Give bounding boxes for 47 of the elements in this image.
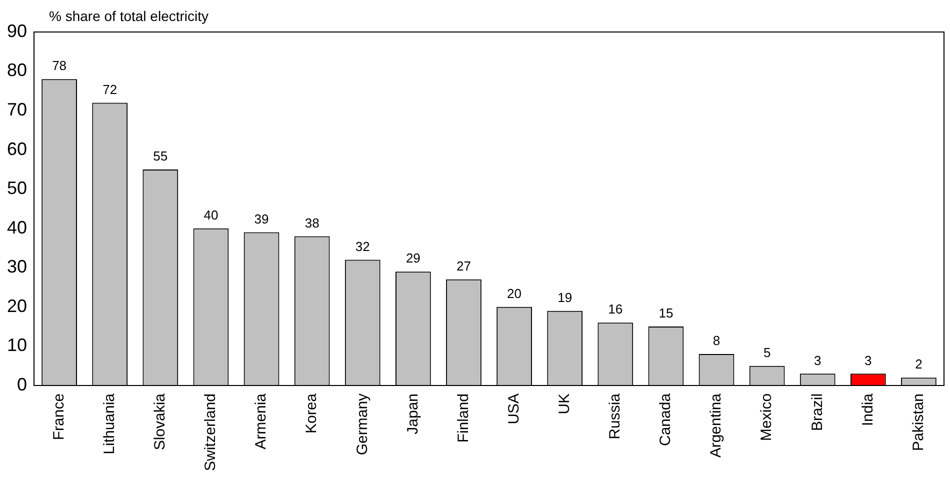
- data-label: 3: [864, 352, 872, 368]
- y-tick-label: 20: [6, 296, 28, 316]
- data-label: 8: [712, 333, 720, 348]
- x-tick-label: USA: [505, 393, 522, 424]
- x-tick-label: Armenia: [252, 392, 270, 450]
- x-tick-label: Korea: [303, 392, 320, 434]
- data-label: 2: [915, 356, 922, 372]
- data-label: 78: [52, 58, 67, 74]
- y-tick-label: 90: [6, 20, 28, 41]
- y-tick-label: 50: [6, 178, 28, 198]
- y-tick-label: 30: [6, 256, 28, 277]
- y-axis-title: % share of total electricity: [49, 8, 209, 24]
- x-tick-label: Slovakia: [152, 392, 169, 450]
- x-tick-label: Canada: [657, 392, 674, 446]
- x-tick-label: Finland: [454, 393, 472, 443]
- x-tick-label: UK: [556, 393, 573, 414]
- data-label: 19: [558, 290, 572, 305]
- y-tick-label: 40: [6, 217, 28, 238]
- y-tick-label: 60: [6, 138, 28, 159]
- x-tick-label: Pakistan: [910, 393, 927, 452]
- data-label: 15: [658, 306, 674, 321]
- x-tick-label: Russia: [606, 392, 624, 440]
- data-label: 16: [608, 302, 623, 317]
- x-tick-label: Brazil: [808, 393, 826, 431]
- x-tick-label: Switzerland: [202, 393, 220, 472]
- x-tick-label: India: [859, 392, 876, 426]
- x-tick-label: Japan: [404, 393, 422, 434]
- y-tick-label: 10: [6, 335, 28, 356]
- y-tick-label: 70: [6, 100, 28, 120]
- y-tick-label: 80: [6, 60, 28, 80]
- y-tick-label: 0: [17, 374, 28, 394]
- data-label: 39: [254, 211, 269, 226]
- data-label: 20: [507, 286, 522, 301]
- data-label: 55: [153, 148, 168, 164]
- x-tick-label: Lithuania: [100, 392, 118, 454]
- x-tick-label: Mexico: [758, 393, 776, 441]
- x-tick-label: France: [50, 393, 68, 440]
- data-label: 32: [355, 238, 370, 254]
- data-label: 40: [204, 207, 218, 222]
- data-label: 72: [102, 82, 118, 97]
- data-label: 3: [814, 352, 822, 368]
- data-label: 38: [304, 215, 320, 230]
- data-label: 29: [406, 250, 420, 266]
- data-label: 5: [763, 344, 771, 360]
- x-tick-label: Germany: [354, 392, 371, 456]
- x-tick-label: Argentina: [708, 392, 725, 458]
- data-label: 27: [456, 258, 471, 274]
